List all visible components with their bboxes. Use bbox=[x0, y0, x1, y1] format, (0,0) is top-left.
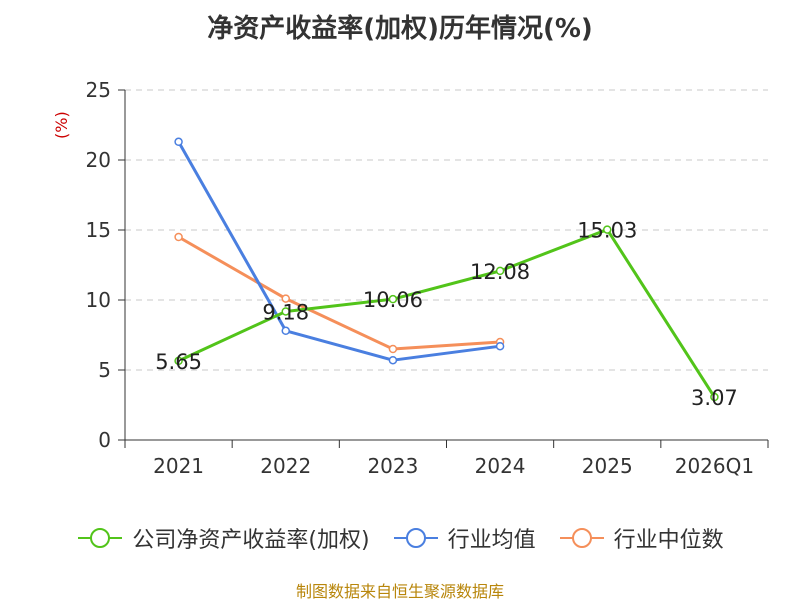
series-line-1 bbox=[177, 141, 501, 362]
chart-title: 净资产收益率(加权)历年情况(%) bbox=[207, 14, 593, 44]
data-label: 12.08 bbox=[470, 260, 530, 284]
legend-swatch-industry-mean-icon bbox=[393, 528, 438, 548]
data-point-1 bbox=[495, 341, 505, 351]
data-point-0 bbox=[495, 266, 505, 276]
data-label: 15.03 bbox=[577, 219, 637, 243]
x-tick-label: 2024 bbox=[475, 454, 526, 478]
legend-label-company: 公司净资产收益率(加权) bbox=[132, 528, 370, 553]
data-point-0 bbox=[710, 392, 719, 402]
x-tick-label: 2022 bbox=[260, 454, 311, 478]
data-point-2 bbox=[174, 232, 183, 242]
grid-layer bbox=[125, 89, 768, 371]
data-point-1 bbox=[174, 137, 183, 147]
legend-item-industry-median[interactable]: 行业中位数 bbox=[558, 522, 724, 554]
data-point-0 bbox=[388, 294, 398, 304]
data-label: 5.65 bbox=[155, 350, 202, 374]
x-tick-label: 2026Q1 bbox=[675, 454, 754, 478]
series-line-0 bbox=[177, 228, 716, 398]
y-tick-label: 5 bbox=[98, 358, 111, 382]
legend-label-industry-median: 行业中位数 bbox=[613, 528, 724, 553]
legend-swatch-industry-median-icon bbox=[559, 528, 604, 548]
x-tick-label: 2021 bbox=[153, 454, 204, 478]
source-note: 制图数据来自恒生聚源数据库 bbox=[295, 582, 504, 601]
data-point-2 bbox=[281, 294, 290, 303]
legend-swatch-company-icon bbox=[78, 528, 123, 548]
data-label: 10.06 bbox=[363, 288, 423, 312]
data-point-2 bbox=[388, 344, 398, 354]
legend: 公司净资产收益率(加权) 行业均值 行业中位数 bbox=[0, 518, 800, 558]
legend-item-company[interactable]: 公司净资产收益率(加权) bbox=[76, 522, 370, 554]
data-point-0 bbox=[603, 225, 612, 234]
y-tick-label: 20 bbox=[86, 148, 111, 172]
data-point-1 bbox=[388, 355, 398, 365]
data-point-0 bbox=[281, 307, 290, 316]
y-tick-label: 25 bbox=[86, 78, 111, 102]
y-tick-label: 0 bbox=[98, 428, 111, 452]
series-layer bbox=[174, 137, 719, 402]
y-tick-label: 10 bbox=[86, 288, 111, 312]
data-label: 9.18 bbox=[262, 300, 309, 324]
legend-label-industry-mean: 行业均值 bbox=[447, 528, 536, 553]
data-label-layer: 5.65 9.18 10.06 12.08 15.03 3.07 bbox=[155, 219, 738, 410]
data-point-1 bbox=[281, 326, 290, 336]
y-tick-label: 15 bbox=[86, 218, 111, 242]
series-line-2 bbox=[177, 235, 501, 351]
x-tick-label: 2023 bbox=[367, 454, 418, 478]
data-label: 3.07 bbox=[691, 386, 738, 410]
legend-item-industry-mean[interactable]: 行业均值 bbox=[392, 522, 536, 554]
x-tick-label: 2025 bbox=[582, 454, 633, 478]
data-point-0 bbox=[174, 356, 183, 366]
